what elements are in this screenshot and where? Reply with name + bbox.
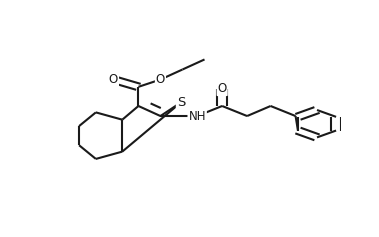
Text: O: O [109,73,118,86]
Text: NH: NH [188,109,206,123]
Text: S: S [177,96,185,109]
Text: O: O [218,82,227,95]
Text: O: O [156,73,165,86]
